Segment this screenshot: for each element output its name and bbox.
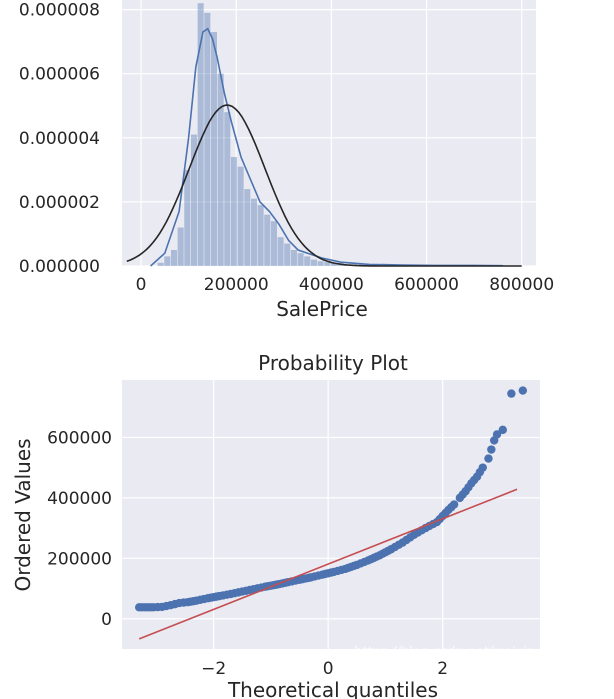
- normal-fit-line: [126, 104, 522, 267]
- histogram-bar: [284, 243, 291, 266]
- kde-density-line: [150, 27, 503, 267]
- probability-x-tick-label: 2: [437, 659, 448, 679]
- distribution-y-tick-labels: 0.000000 0.000002 0.000004 0.000006 0.000008: [19, 1, 100, 277]
- distribution-plot-background: [122, 0, 536, 266]
- distribution-y-tick-label: 0.000006: [19, 65, 100, 85]
- histogram-bar: [310, 259, 317, 266]
- histogram-bar: [184, 169, 191, 266]
- ordered-value-point: [492, 430, 502, 439]
- ordered-value-point: [498, 425, 507, 435]
- distribution-x-axis-label: SalePrice: [276, 297, 368, 321]
- probability-plot-title: Probability Plot: [258, 351, 408, 375]
- histogram-bar: [330, 262, 337, 266]
- histogram-bar: [257, 205, 264, 266]
- distribution-y-tick-label: 0.000002: [19, 193, 100, 213]
- histogram-bar: [157, 262, 164, 266]
- histogram-bar: [177, 227, 184, 266]
- ordered-value-point: [484, 454, 493, 463]
- histogram-bar: [164, 256, 171, 266]
- histogram-bar: [297, 253, 304, 266]
- histogram-bar: [250, 198, 257, 266]
- histogram-bar: [204, 12, 211, 267]
- histogram-bar: [277, 237, 284, 266]
- distribution-x-tick-label: 800000: [489, 275, 554, 295]
- histogram-bar: [210, 32, 218, 267]
- ordered-value-point: [478, 463, 487, 472]
- histogram-bar: [170, 249, 178, 266]
- probability-y-tick-label: 200000: [47, 549, 112, 569]
- distribution-y-tick-label: 0.000008: [19, 1, 100, 21]
- distribution-plot: 0.000000 0.000002 0.000004 0.000006 0.000008…: [19, 0, 554, 321]
- histogram-bar: [264, 214, 271, 266]
- histogram-bar: [317, 261, 324, 266]
- distribution-x-tick-labels: 0 200000 400000 600000 800000: [136, 275, 555, 295]
- distribution-y-tick-label: 0.000004: [19, 129, 100, 149]
- probability-y-tick-label: 0: [101, 610, 112, 630]
- histogram-bar: [304, 256, 311, 266]
- ordered-value-point: [518, 386, 528, 395]
- distribution-x-tick-label: 600000: [394, 275, 459, 295]
- histogram-bar: [290, 249, 297, 266]
- watermark-text: https://blog.csdn.net/weixin_42013825: [354, 645, 608, 660]
- histogram-bar: [237, 166, 244, 266]
- probability-y-tick-label: 600000: [47, 428, 112, 448]
- histogram-bar: [190, 134, 198, 266]
- ordered-value-point: [449, 500, 459, 509]
- distribution-x-tick-label: 200000: [204, 275, 269, 295]
- histogram-bar: [224, 112, 231, 267]
- histogram-bar: [244, 189, 251, 266]
- histogram-bar: [230, 157, 237, 266]
- ordered-value-point: [487, 445, 496, 454]
- probability-x-axis-label: Theoretical quantiles: [227, 678, 438, 699]
- distribution-plot-grid: [122, 0, 536, 267]
- probability-x-tick-label: −2: [201, 659, 226, 679]
- probability-fit-line: [138, 488, 518, 640]
- histogram-bar: [270, 221, 277, 266]
- distribution-x-tick-label: 400000: [299, 275, 364, 295]
- probability-y-axis-label: Ordered Values: [11, 438, 35, 591]
- distribution-y-tick-label: 0.000000: [19, 257, 100, 277]
- probability-y-tick-labels: 0 200000 400000 600000: [47, 428, 112, 629]
- histogram-bar: [324, 262, 331, 266]
- probability-plot-background: [122, 380, 540, 649]
- histogram-bar: [197, 3, 204, 266]
- distribution-x-tick-label: 0: [136, 275, 147, 295]
- probability-plot: Probability Plot 0 200000 400000 600000 −2 0…: [11, 351, 540, 699]
- ordered-value-points: [134, 386, 528, 612]
- probability-x-tick-label: 0: [323, 659, 334, 679]
- histogram-bar: [217, 73, 224, 266]
- probability-x-tick-labels: −2 0 2: [201, 659, 448, 679]
- ordered-value-point: [507, 389, 516, 398]
- probability-y-tick-label: 400000: [47, 489, 112, 509]
